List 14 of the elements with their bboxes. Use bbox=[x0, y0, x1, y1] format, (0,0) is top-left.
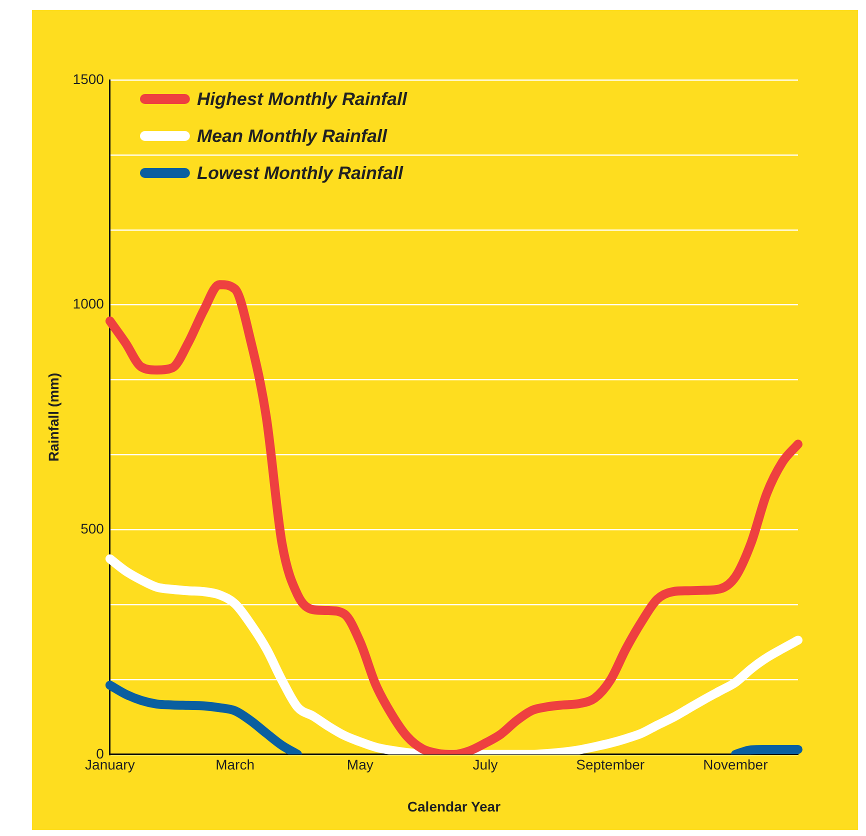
x-tick-label: May bbox=[346, 756, 374, 773]
legend-label: Highest Monthly Rainfall bbox=[196, 88, 408, 109]
y-tick-label: 0 bbox=[96, 745, 104, 762]
y-axis-title: Rainfall (mm) bbox=[45, 372, 62, 462]
y-tick-label: 1000 bbox=[72, 296, 104, 312]
x-tick-label: March bbox=[216, 756, 254, 773]
legend-label: Lowest Monthly Rainfall bbox=[196, 162, 404, 183]
x-axis-title: Calendar Year bbox=[407, 798, 502, 814]
y-tick-label: 500 bbox=[80, 520, 104, 536]
x-tick-label: November bbox=[703, 756, 768, 773]
x-tick-label: September bbox=[576, 756, 645, 773]
y-tick-label: 1500 bbox=[72, 70, 104, 87]
legend-label: Mean Monthly Rainfall bbox=[196, 126, 388, 146]
x-tick-label: July bbox=[472, 756, 498, 773]
